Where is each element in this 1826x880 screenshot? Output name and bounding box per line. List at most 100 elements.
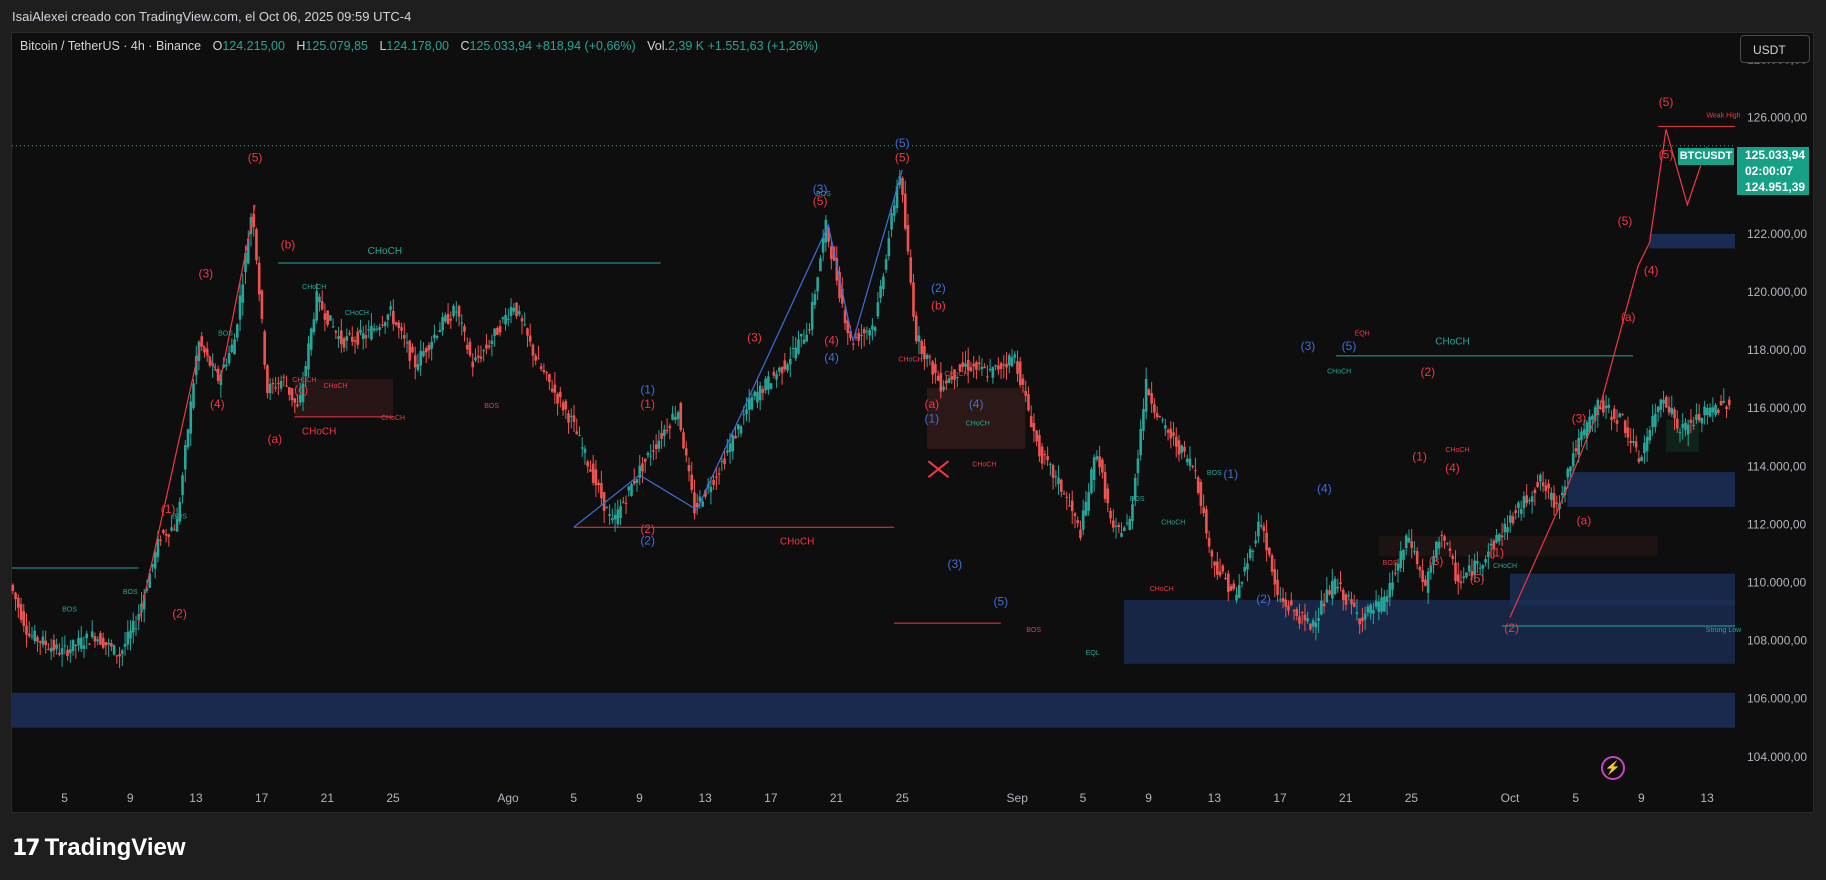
candle-body: [1391, 582, 1394, 590]
candle-body: [1254, 540, 1257, 544]
candle-body: [1046, 455, 1049, 461]
candle-body: [1415, 551, 1419, 565]
change-value: +818,94 (+0,66%): [535, 39, 636, 53]
candle-body: [438, 329, 442, 333]
candle-body: [783, 360, 787, 370]
candle-body: [580, 447, 584, 449]
candle-body: [1385, 596, 1389, 603]
candle-body: [906, 225, 910, 252]
candle-body: [1259, 525, 1263, 527]
structure-label: BOS: [172, 514, 187, 521]
chart-frame[interactable]: [11, 32, 1814, 813]
candle-body: [1697, 413, 1701, 421]
candle-body: [1177, 440, 1181, 455]
candle-body: [868, 329, 871, 336]
candle-body: [999, 363, 1003, 369]
candle-body: [361, 333, 365, 340]
candle-body: [468, 341, 472, 356]
wave-label: (3): [1572, 412, 1587, 426]
candle-body: [739, 426, 743, 434]
candle-body: [85, 633, 89, 639]
wave-label: (1): [640, 397, 655, 411]
candle-body: [925, 354, 929, 360]
candle-body: [950, 376, 954, 380]
candle-body: [1070, 500, 1074, 512]
wave-label: (4): [824, 333, 839, 347]
symbol-label[interactable]: Bitcoin / TetherUS · 4h · Binance: [20, 39, 202, 53]
candle-body: [816, 277, 819, 292]
candle-body: [1481, 565, 1485, 569]
candle-body: [170, 527, 173, 531]
candle-body: [145, 588, 149, 591]
candle-body: [1692, 424, 1695, 426]
close-label: C: [460, 39, 470, 53]
candle-body: [173, 529, 176, 531]
candle-body: [383, 322, 387, 327]
candle-body: [1467, 565, 1471, 572]
candle-body: [1295, 609, 1299, 616]
wave-label: (3): [747, 330, 762, 344]
candle-body: [1555, 502, 1559, 504]
candle-body: [1596, 399, 1600, 416]
candle-body: [961, 362, 965, 367]
y-tick-label: 116.000,00: [1747, 401, 1806, 415]
close-value: 125.033,94: [469, 39, 533, 53]
candle-body: [121, 650, 124, 655]
candle-body: [1273, 569, 1277, 585]
candle-body: [162, 530, 165, 533]
structure-label: CHoCH: [345, 310, 369, 317]
candle-body: [1054, 475, 1058, 477]
candle-body: [110, 643, 113, 647]
candle-body: [643, 458, 647, 462]
candle-body: [1328, 590, 1331, 595]
candle-body: [1147, 389, 1151, 396]
order-block-zone: [12, 692, 1735, 728]
candle-body: [1068, 505, 1071, 507]
candle-body: [233, 339, 236, 355]
x-tick-label: 17: [1273, 791, 1287, 805]
candle-body: [1725, 406, 1728, 410]
candle-body: [550, 388, 554, 392]
candle-body: [526, 328, 529, 336]
candle-body: [1563, 486, 1567, 496]
wave-label: (4): [1317, 481, 1332, 495]
candle-body: [112, 645, 116, 655]
candle-body: [873, 327, 877, 331]
candle-body: [903, 193, 907, 229]
candle-body: [731, 435, 735, 452]
candle-body: [1506, 527, 1509, 533]
candle-body: [1503, 523, 1507, 533]
candle-body: [474, 357, 477, 361]
candle-body: [96, 639, 99, 642]
wave-label: (3): [1429, 554, 1444, 568]
candle-body: [1016, 361, 1019, 374]
structure-label: BOS: [1207, 470, 1222, 477]
candle-body: [309, 328, 313, 350]
candle-body: [1602, 400, 1605, 413]
candle-body: [1604, 405, 1608, 409]
candle-body: [504, 314, 507, 325]
candle-body: [323, 313, 327, 320]
candle-body: [372, 328, 376, 331]
candle-body: [266, 365, 269, 394]
candle-body: [1402, 549, 1405, 561]
wave-label: (2): [1504, 621, 1519, 635]
candle-body: [1268, 547, 1271, 555]
candle-body: [684, 448, 688, 456]
candle-body: [1298, 616, 1301, 624]
candle-body: [129, 630, 132, 639]
lightning-icon[interactable]: ⚡: [1601, 756, 1625, 780]
candle-body: [860, 334, 863, 337]
candle-body: [931, 361, 934, 375]
candle-body: [142, 595, 146, 610]
candle-body: [542, 370, 546, 373]
candle-body: [1150, 393, 1153, 404]
candle-body: [1265, 532, 1268, 551]
candle-body: [115, 655, 119, 657]
structure-label: BOS: [1026, 627, 1041, 634]
candle-body: [326, 310, 329, 325]
candle-body: [1492, 540, 1496, 549]
currency-button[interactable]: USDT: [1740, 35, 1810, 63]
y-tick-label: 120.000,00: [1747, 285, 1807, 299]
